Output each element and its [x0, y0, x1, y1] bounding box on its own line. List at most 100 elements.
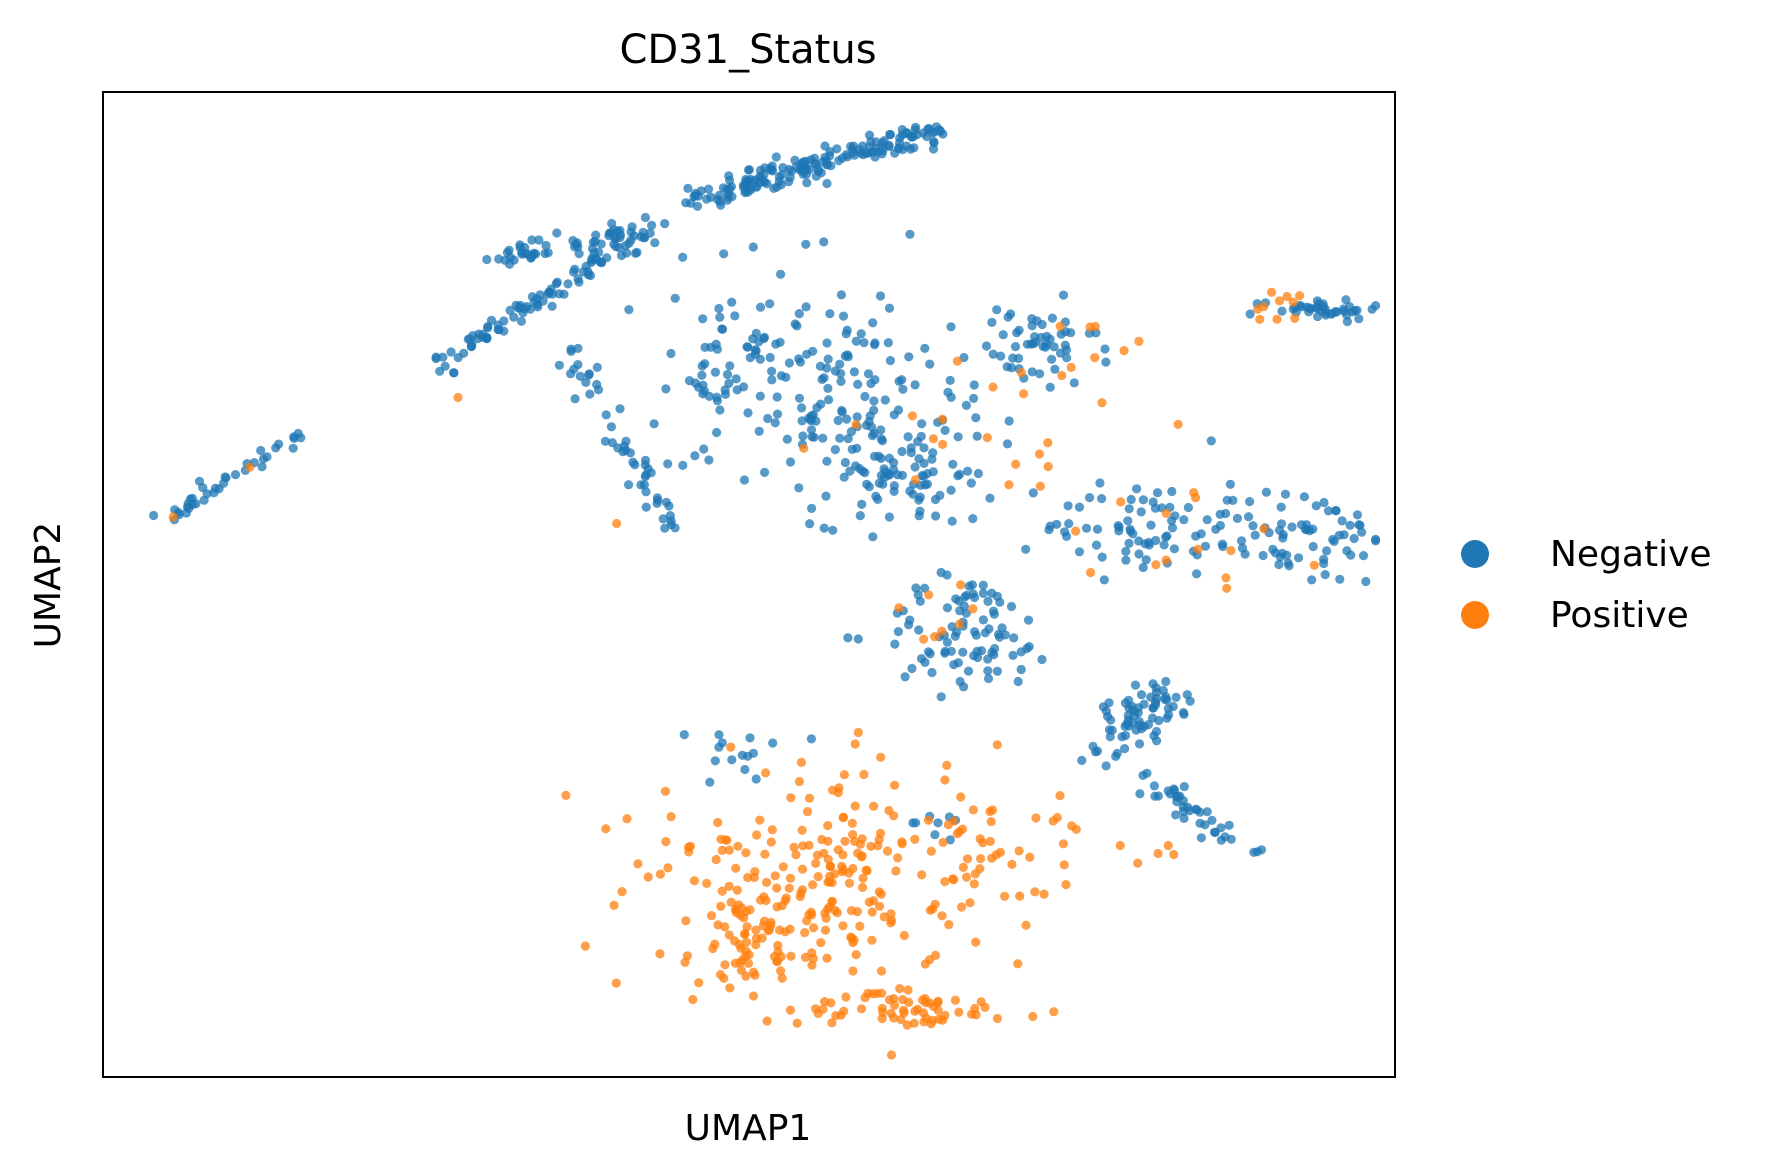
point-negative — [742, 342, 752, 352]
point-negative — [596, 239, 606, 249]
point-negative — [697, 361, 707, 371]
point-positive — [992, 1013, 1003, 1024]
point-negative — [1074, 502, 1085, 512]
point-positive — [855, 921, 865, 931]
point-positive — [825, 861, 835, 872]
point-positive — [741, 848, 751, 858]
point-negative — [1215, 520, 1225, 531]
point-positive — [861, 865, 871, 875]
point-negative — [453, 353, 463, 363]
point-positive — [830, 869, 840, 879]
point-positive — [923, 815, 934, 825]
point-negative — [628, 457, 638, 467]
point-negative — [1135, 789, 1145, 799]
point-negative — [897, 446, 907, 457]
point-negative — [435, 366, 445, 376]
point-negative — [855, 510, 865, 521]
point-positive — [1189, 488, 1199, 498]
point-negative — [606, 422, 617, 432]
point-negative — [666, 348, 676, 359]
point-negative — [1220, 832, 1230, 842]
point-negative — [1335, 574, 1345, 584]
point-positive — [1290, 313, 1300, 323]
point-negative — [1232, 513, 1242, 524]
point-positive — [898, 995, 908, 1005]
point-negative — [1218, 541, 1228, 552]
point-negative — [931, 511, 941, 521]
point-negative — [843, 434, 853, 444]
point-negative — [1245, 497, 1255, 507]
point-negative — [624, 238, 634, 248]
point-negative — [988, 349, 998, 359]
point-positive — [876, 966, 887, 976]
point-negative — [885, 356, 896, 366]
point-negative — [1349, 533, 1359, 544]
point-negative — [1200, 820, 1210, 830]
point-negative — [914, 625, 924, 635]
point-negative — [843, 633, 853, 643]
point-negative — [616, 250, 627, 261]
point-negative — [1097, 552, 1107, 562]
point-positive — [1030, 887, 1040, 897]
point-positive — [799, 443, 809, 453]
point-negative — [1091, 540, 1102, 550]
point-negative — [992, 666, 1003, 676]
point-negative — [920, 583, 930, 593]
point-positive — [1169, 849, 1179, 860]
point-negative — [1006, 601, 1017, 612]
point-positive — [759, 916, 770, 926]
point-negative — [596, 257, 607, 267]
point-positive — [1019, 389, 1029, 399]
point-positive — [877, 1013, 887, 1024]
point-positive — [976, 854, 986, 864]
point-negative — [983, 654, 993, 664]
point-positive — [740, 929, 750, 940]
point-negative — [1045, 334, 1055, 344]
point-positive — [1173, 419, 1183, 429]
point-positive — [786, 793, 796, 803]
point-negative — [906, 443, 916, 453]
point-positive — [601, 824, 611, 834]
point-negative — [704, 455, 714, 465]
point-negative — [938, 129, 948, 139]
point-negative — [972, 431, 982, 441]
point-positive — [1071, 824, 1081, 835]
point-positive — [757, 933, 767, 943]
point-positive — [759, 892, 769, 902]
point-negative — [959, 682, 969, 692]
point-positive — [1119, 346, 1129, 356]
point-negative — [1063, 501, 1073, 511]
point-positive — [580, 941, 590, 951]
point-negative — [641, 502, 651, 512]
point-negative — [980, 628, 991, 638]
point-negative — [438, 352, 448, 362]
point-negative — [905, 229, 915, 239]
point-positive — [924, 590, 934, 600]
point-negative — [1092, 524, 1103, 534]
point-positive — [956, 792, 966, 802]
point-negative — [1222, 495, 1232, 505]
point-negative — [574, 249, 584, 259]
point-negative — [963, 466, 973, 476]
point-negative — [794, 309, 804, 319]
point-positive — [950, 995, 961, 1005]
point-negative — [1134, 536, 1144, 546]
point-negative — [914, 454, 924, 464]
point-positive — [1116, 497, 1126, 507]
point-negative — [1044, 525, 1054, 535]
point-positive — [948, 874, 958, 884]
point-negative — [819, 523, 829, 533]
point-negative — [1112, 748, 1122, 759]
point-negative — [1258, 550, 1268, 561]
point-negative — [289, 432, 299, 442]
point-negative — [1000, 630, 1010, 640]
point-negative — [288, 443, 298, 453]
point-negative — [946, 322, 956, 332]
point-negative — [1215, 509, 1225, 519]
point-negative — [765, 299, 775, 309]
point-negative — [822, 338, 832, 348]
point-negative — [805, 519, 815, 529]
point-negative — [978, 615, 989, 625]
point-negative — [547, 301, 557, 311]
point-negative — [755, 354, 765, 364]
